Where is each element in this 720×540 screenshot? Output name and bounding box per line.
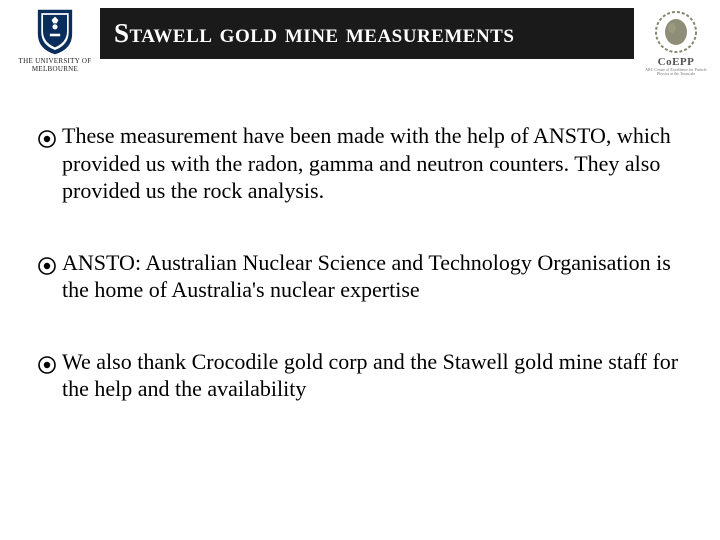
uni-label-line2: MELBOURNE [19, 66, 92, 74]
university-label: THE UNIVERSITY OF MELBOURNE [19, 58, 92, 73]
slide-title: Stawell gold mine measurements [100, 8, 634, 59]
bullet-text: We also thank Crocodile gold corp and th… [62, 348, 682, 403]
bullet-text: ANSTO: Australian Nuclear Science and Te… [62, 249, 682, 304]
bullet-item: These measurement have been made with th… [38, 122, 682, 205]
bullet-target-icon [38, 254, 56, 272]
university-logo: THE UNIVERSITY OF MELBOURNE [10, 8, 100, 73]
header-row: THE UNIVERSITY OF MELBOURNE Stawell gold… [0, 0, 720, 76]
university-crest-icon [31, 8, 79, 56]
coepp-logo: CoEPP ARC Centre of Excellence for Parti… [642, 8, 710, 76]
slide-content: These measurement have been made with th… [0, 76, 720, 403]
bullet-text: These measurement have been made with th… [62, 122, 682, 205]
bullet-target-icon [38, 127, 56, 145]
bullet-item: We also thank Crocodile gold corp and th… [38, 348, 682, 403]
coepp-subtitle: ARC Centre of Excellence for Particle Ph… [642, 68, 710, 76]
coepp-icon [652, 8, 700, 56]
bullet-item: ANSTO: Australian Nuclear Science and Te… [38, 249, 682, 304]
bullet-target-icon [38, 353, 56, 371]
